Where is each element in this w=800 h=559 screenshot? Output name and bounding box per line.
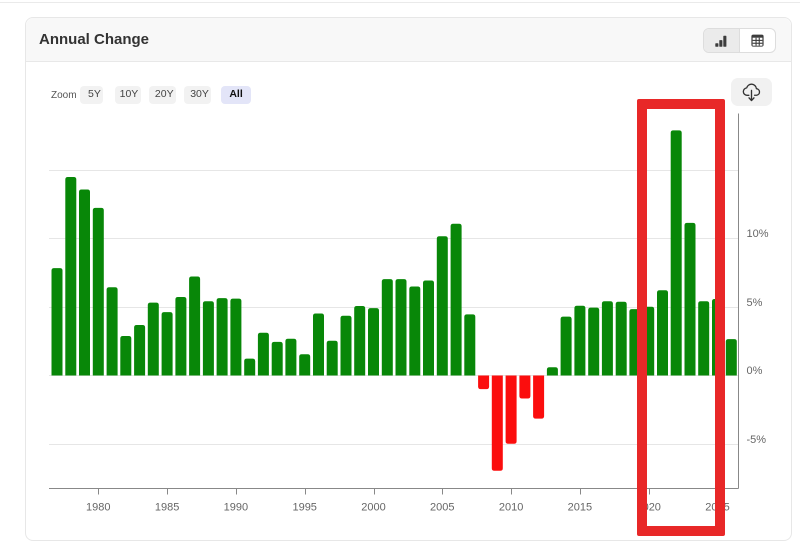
svg-text:2010: 2010 bbox=[499, 502, 523, 514]
svg-text:0%: 0% bbox=[747, 365, 763, 377]
svg-text:1995: 1995 bbox=[292, 502, 316, 514]
svg-text:5%: 5% bbox=[747, 297, 763, 309]
svg-text:2015: 2015 bbox=[568, 502, 592, 514]
svg-text:2000: 2000 bbox=[361, 502, 385, 514]
svg-text:-5%: -5% bbox=[747, 434, 767, 446]
svg-text:2005: 2005 bbox=[430, 502, 454, 514]
svg-text:1980: 1980 bbox=[86, 502, 110, 514]
svg-text:10%: 10% bbox=[747, 228, 769, 240]
svg-text:1990: 1990 bbox=[224, 502, 248, 514]
svg-text:1985: 1985 bbox=[155, 502, 179, 514]
